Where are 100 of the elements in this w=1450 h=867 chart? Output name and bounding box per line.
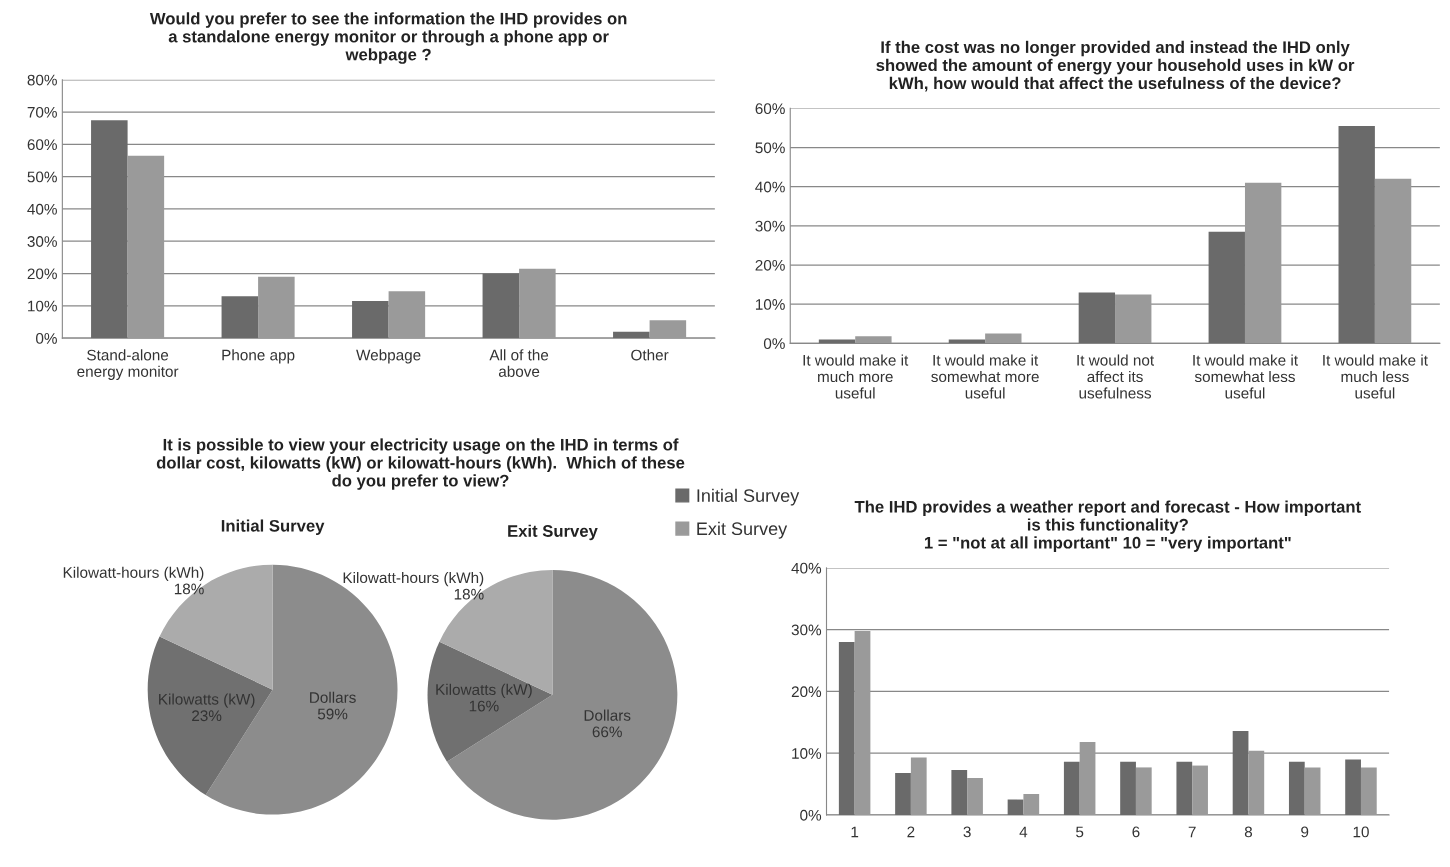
y-tick-label: 80% <box>27 74 57 86</box>
slice-label: Dollars <box>310 691 356 703</box>
x-tick-label: It would not affect its usefulness <box>1077 354 1155 399</box>
x-tick-label: 9 <box>1301 826 1309 838</box>
slice-label: Kilowatts (kW) <box>436 683 532 699</box>
bar <box>1023 793 1040 815</box>
bar <box>1248 750 1265 815</box>
bar <box>1288 761 1305 815</box>
bar <box>1345 759 1361 815</box>
bar <box>1304 767 1321 815</box>
x-tick-label: It would make it somewhat more useful <box>931 354 1039 399</box>
bar <box>967 777 983 815</box>
x-tick-label: 1 <box>851 826 859 838</box>
bar <box>910 757 927 815</box>
bar <box>1078 292 1116 344</box>
bar <box>1115 294 1152 344</box>
y-tick-label: 20% <box>27 268 57 280</box>
bar <box>985 333 1022 344</box>
y-tick-label: 20% <box>791 686 822 698</box>
bar <box>1244 182 1282 344</box>
bar <box>1135 767 1152 815</box>
data-label: 66% <box>592 726 622 738</box>
data-label: 59% <box>317 708 348 720</box>
y-tick-label: 70% <box>27 106 57 118</box>
bar <box>352 300 389 339</box>
bar <box>649 320 687 339</box>
y-tick-label: 30% <box>791 624 822 636</box>
slice-label: Kilowatt-hours (kWh) <box>63 566 204 581</box>
legend-label: Exit Survey <box>697 521 788 539</box>
bar <box>948 339 986 344</box>
y-tick-label: 40% <box>27 203 57 215</box>
bar <box>1192 765 1208 815</box>
y-tick-label: 30% <box>27 236 57 247</box>
chart-title: Would you prefer to see the information the IHD provides on a standalone energy monitor or through a phone app or webpage ? <box>149 12 627 64</box>
bar <box>221 296 259 339</box>
x-tick-label: It would make it somewhat less useful <box>1193 354 1298 399</box>
x-tick-label: Webpage <box>356 349 421 364</box>
chart-subtitle: Exit Survey <box>508 524 598 541</box>
x-tick-label: 3 <box>963 826 971 838</box>
y-tick-label: 60% <box>27 139 57 151</box>
bar <box>1374 178 1412 344</box>
bar <box>1338 126 1375 344</box>
chart-title: It is possible to view your electricity usage on the IHD in terms of dollar cost, kilowatts (kW) or kilowatt-hours (kWh). Which of these do you prefer to view? <box>156 438 685 490</box>
slice-label: Dollars <box>584 709 631 721</box>
x-tick-label: 10 <box>1353 826 1369 838</box>
y-tick-label: 60% <box>755 103 785 115</box>
y-tick-label: 40% <box>791 562 822 574</box>
bar <box>1208 231 1245 344</box>
bar <box>1007 799 1024 815</box>
bar <box>1176 761 1193 815</box>
y-tick-label: 40% <box>755 181 785 193</box>
bar <box>482 273 520 339</box>
bar <box>895 772 911 815</box>
y-tick-label: 0% <box>800 809 822 821</box>
x-tick-label: 5 <box>1076 826 1084 838</box>
x-tick-label: 7 <box>1188 826 1196 838</box>
bar <box>258 276 295 339</box>
x-tick-label: 6 <box>1132 826 1140 838</box>
y-tick-label: 50% <box>755 142 785 154</box>
bar <box>613 331 650 339</box>
bar <box>1360 767 1377 815</box>
x-tick-label: 4 <box>1019 826 1028 838</box>
bar <box>818 339 856 344</box>
x-tick-label: 8 <box>1244 826 1253 838</box>
chart-subtitle: Initial Survey <box>221 519 325 535</box>
y-tick-label: 0% <box>36 333 57 344</box>
bar <box>838 642 855 815</box>
y-tick-label: 0% <box>763 338 785 350</box>
y-tick-label: 20% <box>755 259 785 271</box>
legend-label: Initial Survey <box>697 488 800 506</box>
data-label: 16% <box>469 700 499 712</box>
bar <box>854 630 871 815</box>
x-tick-label: 2 <box>907 826 915 838</box>
bar <box>519 268 556 339</box>
chart-title: If the cost was no longer provided and instead the IHD only showed the amount of energy your household uses in kW or kWh, how would that affect the usefulness of the device? <box>876 40 1355 92</box>
x-tick-label: Stand-alone energy monitor <box>77 349 179 380</box>
data-label: 18% <box>454 588 484 600</box>
data-label: 18% <box>174 583 204 595</box>
bar <box>1063 761 1080 815</box>
x-tick-label: Other <box>631 349 669 361</box>
x-tick-label: All of the above <box>489 349 549 377</box>
bar <box>127 155 165 339</box>
data-label: 23% <box>192 710 222 722</box>
chart-title: The IHD provides a weather report and forecast - How important is this functionality? 1 = "not at all important" 10 = "very important" <box>854 500 1361 552</box>
y-tick-label: 10% <box>755 299 785 310</box>
bar <box>1120 761 1136 815</box>
y-tick-label: 10% <box>28 300 57 312</box>
bar <box>855 336 892 344</box>
x-tick-label: Phone app <box>222 349 295 364</box>
x-tick-label: It would make it much more useful <box>803 354 909 399</box>
x-tick-label: It would make it much less useful <box>1323 354 1428 399</box>
bar <box>388 291 426 339</box>
slice-label: Kilowatt-hours (kWh) <box>343 571 484 587</box>
bar <box>1079 742 1096 815</box>
y-tick-label: 10% <box>792 748 822 759</box>
y-tick-label: 30% <box>755 220 785 232</box>
slice-label: Kilowatts (kW) <box>159 693 255 708</box>
bar <box>91 120 128 339</box>
y-tick-label: 50% <box>27 171 57 183</box>
bar <box>1232 730 1249 815</box>
